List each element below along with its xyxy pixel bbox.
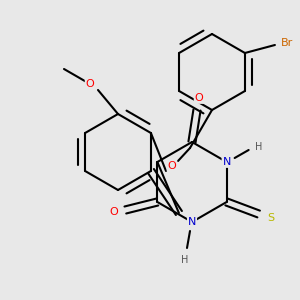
Text: O: O (85, 79, 94, 89)
Text: N: N (223, 157, 231, 167)
Text: O: O (195, 93, 203, 103)
Text: S: S (267, 213, 274, 223)
Text: H: H (255, 142, 262, 152)
Text: O: O (109, 207, 118, 217)
Text: O: O (168, 161, 176, 171)
Text: N: N (188, 217, 196, 227)
Text: Br: Br (281, 38, 293, 48)
Text: H: H (181, 255, 189, 265)
